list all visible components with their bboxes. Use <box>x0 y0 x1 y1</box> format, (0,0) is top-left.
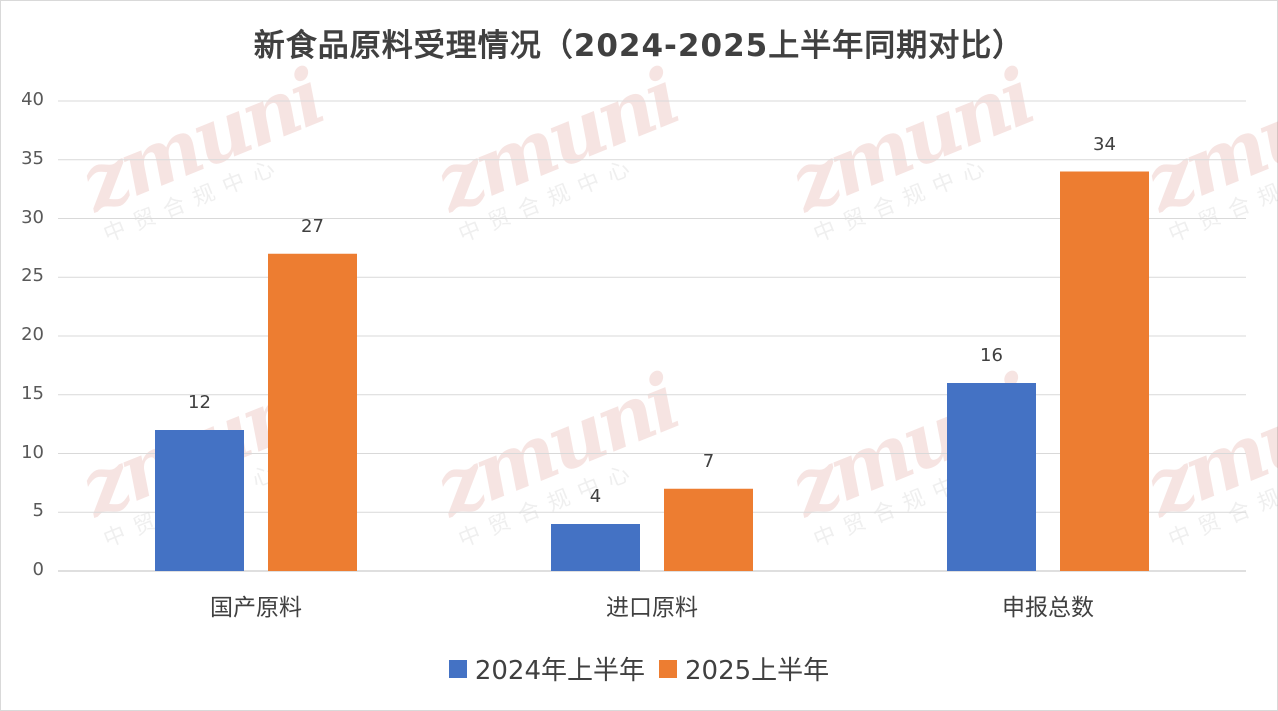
y-tick-label: 40 <box>21 89 44 110</box>
y-tick-label: 25 <box>21 265 44 287</box>
legend-label-series-2: 2025上半年 <box>685 656 830 686</box>
y-tick-label: 35 <box>21 147 44 169</box>
x-category-label: 申报总数 <box>1002 595 1094 621</box>
legend: 2024年上半年 2025上半年 <box>0 650 1278 687</box>
bar-series-1 <box>947 383 1036 571</box>
y-tick-label: 20 <box>21 324 44 345</box>
bar-series-2 <box>664 488 753 571</box>
data-label: 12 <box>188 392 211 413</box>
y-tick-label: 0 <box>32 559 44 580</box>
data-label: 7 <box>702 450 715 472</box>
x-category-label: 进口原料 <box>606 595 698 621</box>
bar-series-2 <box>268 253 357 571</box>
y-tick-label: 30 <box>21 206 44 228</box>
data-label: 4 <box>589 486 602 507</box>
legend-swatch-series-2 <box>659 659 677 678</box>
bar-series-1 <box>551 524 640 571</box>
legend-label-series-1: 2024年上半年 <box>474 656 645 686</box>
y-tick-label: 5 <box>32 500 44 522</box>
y-tick-label: 10 <box>21 441 44 463</box>
bar-series-1 <box>155 430 244 571</box>
bar-series-2 <box>1060 171 1149 571</box>
y-tick-label: 15 <box>21 382 44 404</box>
data-label: 27 <box>301 215 324 237</box>
legend-item-series-2: 2025上半年 <box>659 650 829 687</box>
data-label: 16 <box>980 345 1003 366</box>
chart-title: 新食品原料受理情况（2024-2025上半年同期对比） <box>253 28 1025 64</box>
data-label: 34 <box>1093 133 1116 155</box>
legend-swatch-series-1 <box>448 659 467 678</box>
x-category-label: 国产原料 <box>210 595 302 621</box>
legend-item-series-1: 2024年上半年 <box>448 650 645 687</box>
